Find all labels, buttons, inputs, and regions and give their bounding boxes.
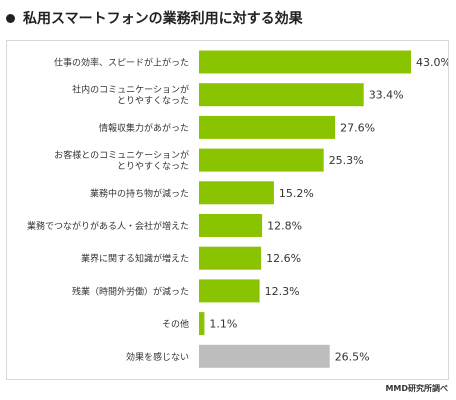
bar-4 bbox=[199, 181, 274, 205]
bar-5 bbox=[199, 214, 263, 237]
category-label-3-0: お客様とのコミュニケーションが bbox=[54, 149, 189, 161]
category-label-1-1: とりやすくなった bbox=[117, 96, 189, 107]
value-label-1: 33.4% bbox=[369, 89, 404, 102]
category-label-8-0: その他 bbox=[162, 318, 189, 330]
bar-7 bbox=[199, 279, 260, 303]
title-bullet-icon bbox=[6, 13, 15, 23]
chart-title: 私用スマートフォンの業務利用に対する効果 bbox=[23, 11, 303, 27]
title-row: 私用スマートフォンの業務利用に対する効果 bbox=[6, 6, 303, 30]
bar-8 bbox=[199, 312, 205, 336]
chart-frame: 仕事の効率、スピードが上がった 43.0% 社内のコミュニケーションが とりやすくなっ… bbox=[6, 40, 449, 380]
value-label-6: 12.6% bbox=[266, 252, 301, 265]
value-label-9: 26.5% bbox=[335, 350, 370, 363]
category-label-9-0: 効果を感じない bbox=[126, 351, 189, 363]
bar-3 bbox=[199, 148, 324, 172]
category-label-3-1: とりやすくなった bbox=[117, 161, 189, 172]
bar-0 bbox=[199, 50, 411, 74]
category-label-2-0: 情報収集力があがった bbox=[99, 122, 189, 134]
value-label-5: 12.8% bbox=[267, 220, 302, 233]
category-label-6-0: 業界に関する知識が増えた bbox=[81, 253, 189, 265]
category-label-1-0: 社内のコミュニケーションが bbox=[72, 84, 189, 96]
value-label-4: 15.2% bbox=[279, 187, 314, 200]
value-label-8: 1.1% bbox=[209, 318, 237, 331]
category-label-5-0: 業務でつながりがある人・会社が増えた bbox=[27, 220, 189, 232]
bar-6 bbox=[199, 246, 262, 270]
bar-chart: 仕事の効率、スピードが上がった 43.0%社内のコミュニケーションがとりやすくなっ… bbox=[27, 50, 448, 368]
bar-2 bbox=[199, 115, 336, 139]
category-label-0-0: 仕事の効率、スピードが上がった bbox=[54, 57, 189, 69]
bar-9 bbox=[199, 344, 330, 368]
bar-1 bbox=[199, 83, 364, 107]
category-label-4-0: 業務中の持ち物が減った bbox=[90, 187, 189, 199]
value-label-7: 12.3% bbox=[265, 285, 300, 298]
category-label-7-0: 残業（時間外労働）が減った bbox=[72, 285, 189, 297]
value-label-0: 43.0% bbox=[416, 56, 448, 69]
value-label-2: 27.6% bbox=[340, 121, 375, 134]
value-label-3: 25.3% bbox=[329, 154, 364, 167]
source-note: MMD研究所調べ bbox=[385, 384, 448, 393]
